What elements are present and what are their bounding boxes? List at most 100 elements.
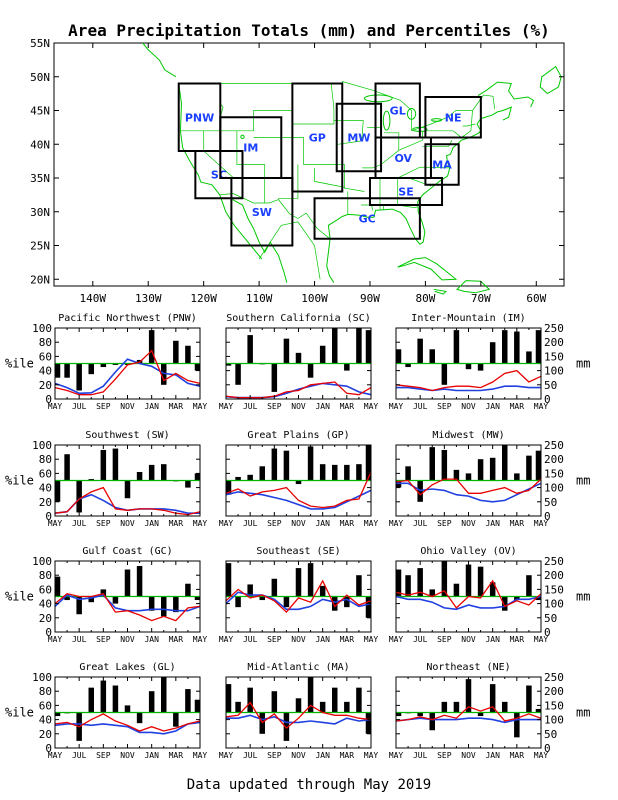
lon-tick-label: 120W <box>190 292 217 305</box>
left-tick-label: 0 <box>45 626 52 639</box>
x-tick-label: NOV <box>461 519 476 528</box>
x-tick-label: JUL <box>243 751 258 760</box>
percentile-bar <box>319 701 326 713</box>
right-tick-label: 100 <box>544 482 564 495</box>
x-tick-label: JUL <box>413 519 428 528</box>
panel-title: Ohio Valley (OV) <box>420 546 516 557</box>
right-tick-label: 150 <box>544 350 564 363</box>
right-axis-label: mm <box>576 357 590 371</box>
lake-outline <box>382 110 391 131</box>
x-tick-label: SEP <box>96 402 111 411</box>
percentile-bar <box>417 712 423 717</box>
percentile-bar <box>194 596 201 601</box>
x-tick-label: SEP <box>437 751 452 760</box>
percentile-bar <box>194 699 201 713</box>
total-precip-line <box>395 706 542 722</box>
percentile-bar <box>332 328 338 364</box>
percentile-bar <box>319 585 326 597</box>
percentile-bar <box>283 712 290 741</box>
percentile-bar <box>365 330 372 364</box>
region-label: PNW <box>185 111 214 124</box>
left-tick-label: 20 <box>39 379 52 392</box>
percentile-bar <box>259 466 265 481</box>
x-tick-label: NOV <box>291 519 306 528</box>
x-tick-label: MAY <box>219 635 234 644</box>
percentile-bar <box>307 363 314 378</box>
percentile-bar <box>405 575 411 597</box>
percentile-bar <box>295 568 302 597</box>
percentile-bar <box>247 474 253 481</box>
lat-tick-label: 40N <box>30 138 50 151</box>
lat-tick-label: 25N <box>30 240 50 253</box>
right-axis-label: mm <box>576 706 590 720</box>
x-tick-label: MAY <box>364 751 379 760</box>
x-tick-label: MAR <box>340 519 355 528</box>
percentile-bar <box>173 596 179 613</box>
percentile-bar <box>235 596 241 608</box>
x-tick-label: JUL <box>243 402 258 411</box>
region-panel: Northeast (NE)MAY JUL SEP NOV JAN MAR MAY05010… <box>389 662 591 760</box>
panel-title: Inter-Mountain (IM) <box>411 313 525 324</box>
x-tick-label: JUL <box>413 751 428 760</box>
left-tick-label: 40 <box>39 714 52 727</box>
percentile-bar <box>124 480 131 499</box>
region-box-sw <box>230 177 294 247</box>
normal-precip-line <box>395 595 542 611</box>
right-tick-label: 50 <box>544 728 557 741</box>
percentile-bar <box>185 583 191 597</box>
right-tick-label: 200 <box>544 336 564 349</box>
percentile-bar <box>514 473 520 481</box>
x-tick-label: JAN <box>485 635 500 644</box>
percentile-bar <box>465 564 472 597</box>
right-tick-label: 150 <box>544 583 564 596</box>
normal-precip-line <box>225 591 372 611</box>
region-box-gc <box>313 197 421 240</box>
total-precip-line <box>225 579 372 614</box>
x-tick-label: JAN <box>144 635 159 644</box>
percentile-bar <box>417 338 423 364</box>
percentile-bar <box>477 712 484 717</box>
percentile-bar <box>100 589 107 597</box>
total-precip-line <box>395 369 542 392</box>
x-tick-label: NOV <box>291 402 306 411</box>
x-tick-label: SEP <box>437 402 452 411</box>
percentile-bar <box>307 563 314 597</box>
x-tick-label: MAY <box>389 519 404 528</box>
percentile-bar <box>344 596 350 608</box>
percentile-bar <box>477 566 484 597</box>
state-border <box>292 83 335 125</box>
percentile-bar <box>344 363 350 371</box>
left-tick-label: 20 <box>39 728 52 741</box>
percentile-bar <box>453 701 460 713</box>
percentile-bar <box>489 457 496 481</box>
region-panel: Mid-Atlantic (MA) MAY JUL SEP NOV JAN MAR MAY <box>219 662 379 760</box>
percentile-bar <box>319 464 326 481</box>
right-tick-label: 100 <box>544 365 564 378</box>
percentile-bar <box>185 689 191 713</box>
x-tick-label: MAY <box>48 519 63 528</box>
percentile-bar <box>124 569 131 597</box>
x-tick-label: JUL <box>243 519 258 528</box>
percentile-bar <box>295 698 302 713</box>
percentile-bar <box>465 679 472 713</box>
state-border <box>253 137 365 192</box>
left-tick-label: 40 <box>39 365 52 378</box>
percentile-bar <box>161 464 167 481</box>
normal-precip-line <box>54 358 201 395</box>
x-tick-label: JUL <box>72 751 87 760</box>
panel-title: Southeast (SE) <box>256 546 340 557</box>
panel-title: Pacific Northwest (PNW) <box>58 313 196 324</box>
percentile-bar <box>417 568 423 597</box>
x-tick-label: MAY <box>534 402 549 411</box>
x-tick-label: JAN <box>485 402 500 411</box>
right-tick-label: 250 <box>544 555 564 568</box>
x-tick-label: MAY <box>364 519 379 528</box>
region-panel: Southeast (SE) MAY JUL SEP NOV JAN MAR MAY <box>219 546 379 644</box>
percentile-bar <box>76 363 82 391</box>
percentile-bar <box>429 349 435 364</box>
right-tick-label: 250 <box>544 671 564 684</box>
percentile-bar <box>356 464 362 481</box>
percentile-bar <box>225 363 232 366</box>
left-axis-label: %ile <box>5 474 34 488</box>
x-tick-label: MAR <box>510 402 525 411</box>
